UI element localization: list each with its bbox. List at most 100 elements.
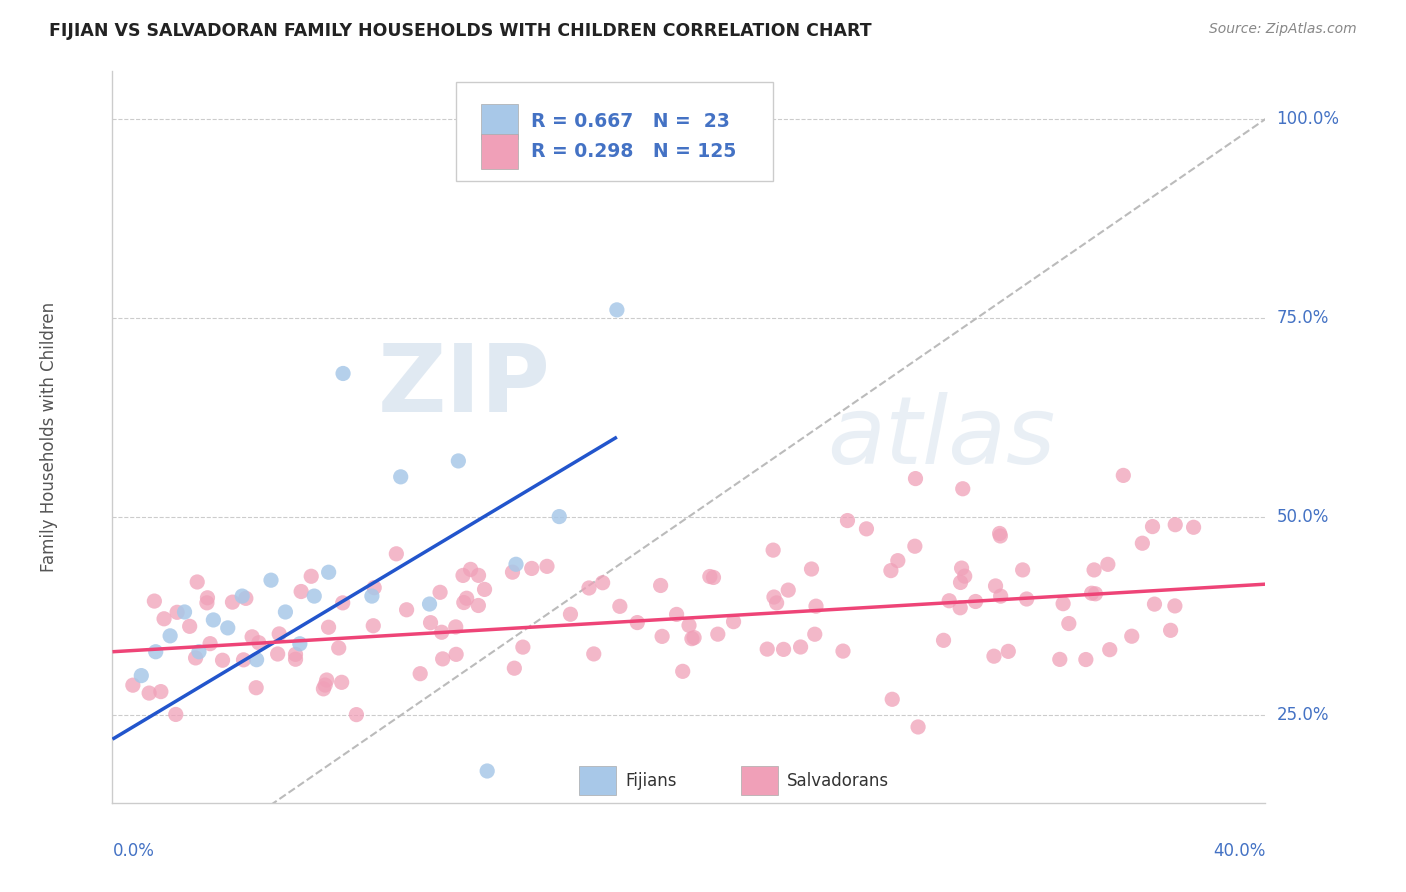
Point	[166, 605, 188, 619]
Point	[318, 620, 340, 634]
Point	[260, 573, 283, 587]
Point	[235, 591, 257, 606]
Point	[606, 302, 628, 317]
Point	[474, 582, 496, 597]
Text: atlas: atlas	[827, 392, 1056, 483]
Text: FIJIAN VS SALVADORAN FAMILY HOUSEHOLDS WITH CHILDREN CORRELATION CHART: FIJIAN VS SALVADORAN FAMILY HOUSEHOLDS W…	[49, 22, 872, 40]
Point	[304, 589, 326, 603]
Text: 25.0%: 25.0%	[1277, 706, 1329, 724]
Point	[165, 707, 187, 722]
Point	[536, 559, 558, 574]
Point	[1057, 616, 1080, 631]
Point	[988, 529, 1011, 543]
Point	[432, 652, 454, 666]
Point	[1097, 558, 1119, 572]
Point	[832, 644, 855, 658]
Point	[460, 562, 482, 576]
Point	[803, 627, 825, 641]
Point	[502, 565, 524, 579]
Text: 0.0%: 0.0%	[112, 842, 155, 860]
Point	[672, 665, 695, 679]
Point	[246, 653, 269, 667]
Point	[430, 625, 453, 640]
Point	[121, 678, 143, 692]
Point	[344, 707, 367, 722]
Point	[756, 642, 779, 657]
Point	[1160, 624, 1182, 638]
Point	[949, 575, 972, 590]
Point	[328, 640, 350, 655]
Point	[197, 591, 219, 605]
Bar	[481, 134, 519, 169]
Point	[1080, 586, 1102, 600]
Point	[198, 637, 221, 651]
Point	[409, 666, 432, 681]
Point	[221, 595, 243, 609]
Point	[1049, 652, 1071, 666]
Point	[953, 569, 976, 583]
Point	[904, 472, 927, 486]
Point	[762, 590, 785, 604]
Point	[290, 584, 312, 599]
Point	[467, 568, 489, 582]
Point	[880, 564, 903, 578]
Point	[520, 561, 543, 575]
Point	[907, 720, 929, 734]
Point	[179, 619, 201, 633]
Point	[665, 607, 688, 622]
Point	[211, 653, 233, 667]
Point	[1164, 517, 1187, 532]
Point	[1011, 563, 1033, 577]
Point	[1098, 642, 1121, 657]
Point	[1164, 599, 1187, 613]
Point	[772, 642, 794, 657]
Point	[1083, 563, 1105, 577]
Point	[707, 627, 730, 641]
Point	[699, 569, 721, 583]
Point	[702, 570, 724, 584]
Point	[202, 613, 225, 627]
Point	[626, 615, 648, 630]
Point	[762, 543, 785, 558]
Point	[855, 522, 877, 536]
Point	[904, 539, 927, 553]
Point	[984, 579, 1007, 593]
Point	[195, 596, 218, 610]
Point	[312, 681, 335, 696]
Point	[882, 692, 904, 706]
Point	[240, 630, 263, 644]
Point	[949, 600, 972, 615]
Point	[453, 595, 475, 609]
Point	[138, 686, 160, 700]
Bar	[579, 766, 616, 796]
Text: Fijians: Fijians	[626, 772, 678, 789]
Point	[429, 585, 451, 599]
Point	[1112, 468, 1135, 483]
Point	[938, 593, 960, 607]
Text: 75.0%: 75.0%	[1277, 309, 1329, 326]
Point	[1142, 519, 1164, 533]
Point	[804, 599, 827, 614]
Point	[153, 612, 176, 626]
Text: 50.0%: 50.0%	[1277, 508, 1329, 525]
Point	[149, 684, 172, 698]
Text: Family Households with Children: Family Households with Children	[39, 302, 58, 572]
Point	[778, 583, 800, 598]
Point	[681, 632, 703, 646]
Point	[444, 648, 467, 662]
Point	[1084, 587, 1107, 601]
Text: R = 0.667   N =  23: R = 0.667 N = 23	[531, 112, 730, 131]
Point	[1130, 536, 1153, 550]
Point	[186, 574, 208, 589]
Text: Source: ZipAtlas.com: Source: ZipAtlas.com	[1209, 22, 1357, 37]
Point	[217, 621, 239, 635]
Point	[1121, 629, 1143, 643]
Point	[456, 591, 478, 606]
Point	[990, 589, 1012, 603]
Point	[247, 636, 270, 650]
Point	[1074, 652, 1097, 666]
Point	[330, 675, 353, 690]
Point	[332, 596, 354, 610]
Point	[1052, 597, 1074, 611]
Point	[360, 589, 382, 603]
